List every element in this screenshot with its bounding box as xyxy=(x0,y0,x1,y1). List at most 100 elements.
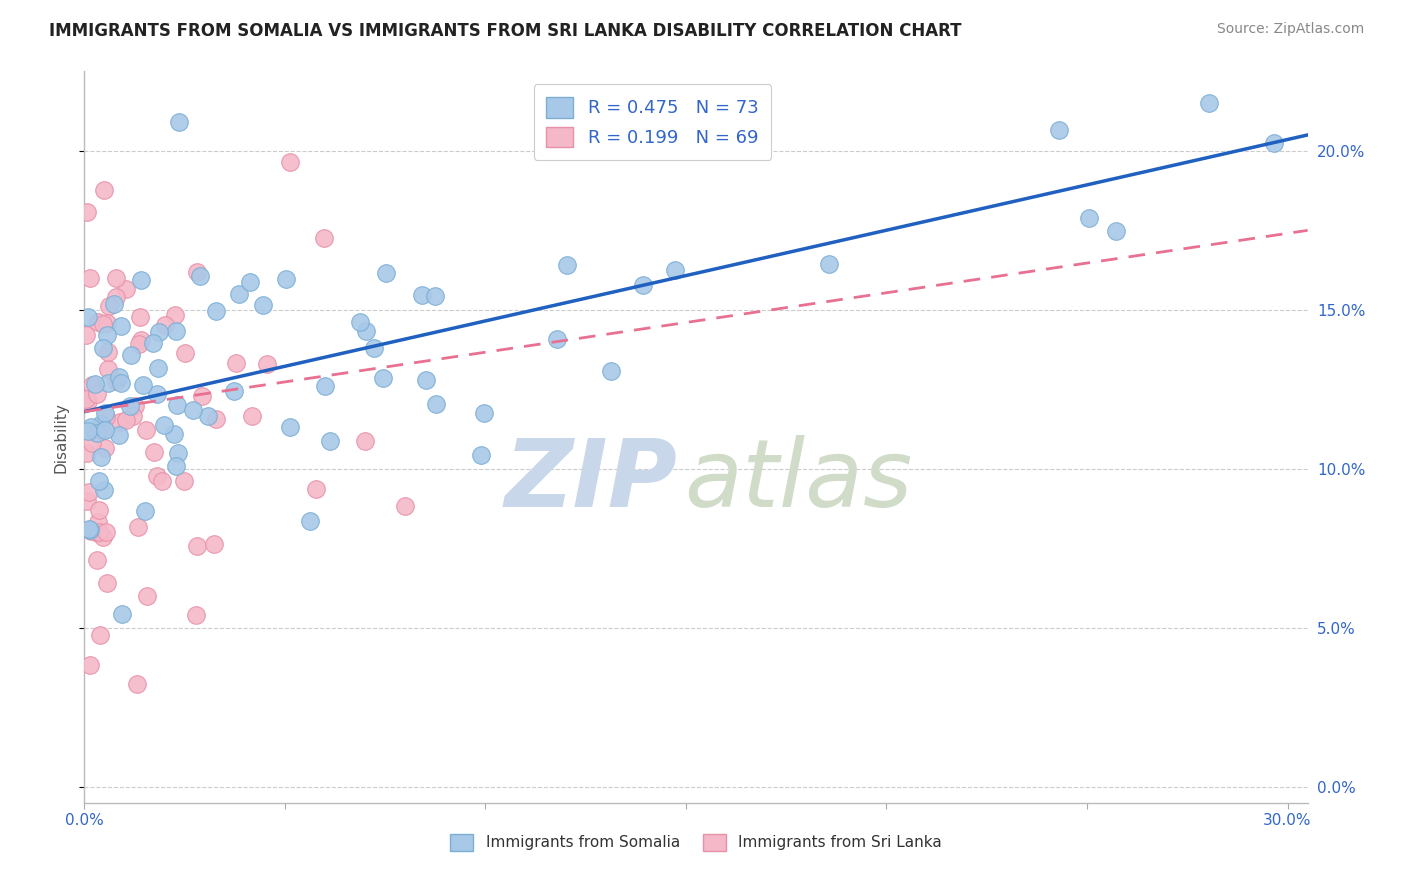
Point xyxy=(163,308,186,322)
Point xyxy=(186,539,208,553)
Point xyxy=(166,398,188,412)
Point xyxy=(354,434,377,448)
Point xyxy=(125,677,148,691)
Point xyxy=(114,282,136,296)
Point xyxy=(75,392,97,406)
Point xyxy=(146,468,169,483)
Legend: Immigrants from Somalia, Immigrants from Sri Lanka: Immigrants from Somalia, Immigrants from… xyxy=(444,828,948,857)
Point xyxy=(96,410,118,425)
Point xyxy=(299,514,322,528)
Point xyxy=(110,376,132,390)
Point xyxy=(181,403,204,417)
Point xyxy=(153,318,176,333)
Point xyxy=(314,379,336,393)
Text: IMMIGRANTS FROM SOMALIA VS IMMIGRANTS FROM SRI LANKA DISABILITY CORRELATION CHAR: IMMIGRANTS FROM SOMALIA VS IMMIGRANTS FR… xyxy=(49,22,962,40)
Y-axis label: Disability: Disability xyxy=(53,401,69,473)
Point xyxy=(167,115,190,129)
Point xyxy=(79,271,101,285)
Point xyxy=(122,409,145,424)
Point xyxy=(165,324,187,338)
Point xyxy=(167,446,190,460)
Point xyxy=(124,399,146,413)
Point xyxy=(1078,211,1101,225)
Point xyxy=(135,424,157,438)
Point xyxy=(104,374,127,388)
Point xyxy=(131,377,153,392)
Point xyxy=(152,418,174,433)
Point xyxy=(97,362,120,376)
Point xyxy=(1105,224,1128,238)
Point xyxy=(129,273,152,287)
Point xyxy=(173,474,195,488)
Point xyxy=(423,289,446,303)
Point xyxy=(163,426,186,441)
Point xyxy=(600,364,623,378)
Point xyxy=(470,448,492,462)
Point xyxy=(228,286,250,301)
Point xyxy=(128,520,150,534)
Point xyxy=(120,399,142,413)
Point xyxy=(103,296,125,310)
Point xyxy=(97,345,120,359)
Point xyxy=(394,499,416,513)
Point xyxy=(1263,136,1285,150)
Point xyxy=(631,278,654,293)
Point xyxy=(79,657,101,672)
Point xyxy=(89,503,111,517)
Point xyxy=(145,386,167,401)
Point xyxy=(120,348,142,362)
Point xyxy=(84,425,107,439)
Point xyxy=(225,356,247,370)
Point xyxy=(94,423,117,437)
Point xyxy=(165,458,187,473)
Point xyxy=(77,485,100,500)
Point xyxy=(546,332,568,346)
Point xyxy=(129,310,152,324)
Point xyxy=(77,523,100,537)
Point xyxy=(184,607,207,622)
Point xyxy=(105,271,128,285)
Point xyxy=(186,265,208,279)
Point xyxy=(142,335,165,350)
Point xyxy=(222,384,245,398)
Point xyxy=(1198,96,1220,111)
Point xyxy=(96,575,118,590)
Point xyxy=(93,483,115,497)
Point xyxy=(252,298,274,312)
Point xyxy=(349,315,371,329)
Point xyxy=(278,154,301,169)
Point xyxy=(415,373,437,387)
Point xyxy=(312,231,335,245)
Point xyxy=(188,269,211,284)
Point xyxy=(91,531,114,545)
Point xyxy=(108,428,131,442)
Point xyxy=(90,424,112,438)
Point xyxy=(75,327,97,342)
Text: atlas: atlas xyxy=(683,435,912,526)
Point xyxy=(97,299,120,313)
Point xyxy=(371,371,394,385)
Text: ZIP: ZIP xyxy=(505,435,678,527)
Point xyxy=(148,325,170,339)
Point xyxy=(240,409,263,423)
Point xyxy=(411,288,433,302)
Point xyxy=(256,357,278,371)
Point xyxy=(86,387,108,401)
Point xyxy=(77,393,100,408)
Point xyxy=(86,526,108,541)
Point xyxy=(205,412,228,426)
Point xyxy=(354,324,377,338)
Point xyxy=(91,317,114,331)
Point xyxy=(280,419,302,434)
Point xyxy=(363,341,385,355)
Point xyxy=(664,263,686,277)
Point xyxy=(90,450,112,465)
Point xyxy=(108,370,131,384)
Point xyxy=(77,424,100,438)
Point xyxy=(91,341,114,355)
Point xyxy=(146,360,169,375)
Point xyxy=(104,290,127,304)
Point xyxy=(202,537,225,551)
Point xyxy=(96,525,118,540)
Point xyxy=(87,515,110,529)
